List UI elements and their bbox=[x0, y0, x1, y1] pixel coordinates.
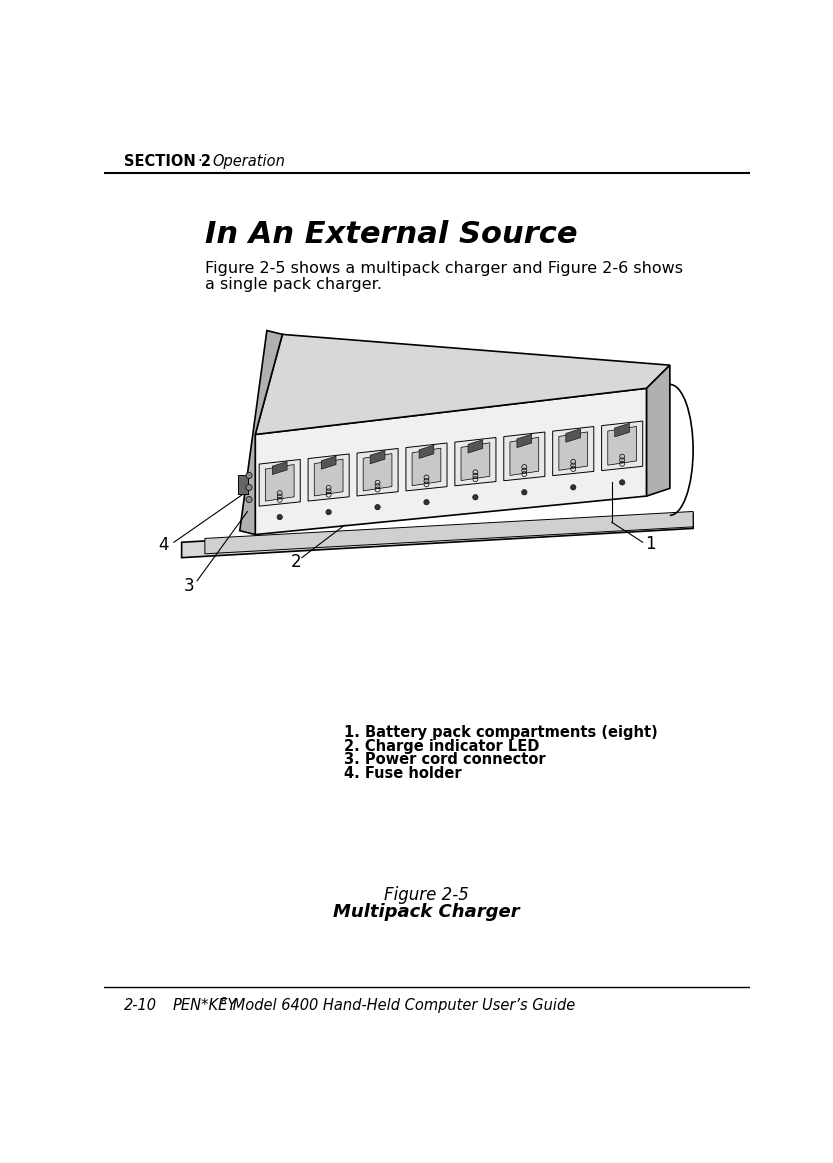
Circle shape bbox=[277, 514, 282, 520]
Polygon shape bbox=[255, 335, 670, 435]
Text: 2. Charge indicator LED: 2. Charge indicator LED bbox=[344, 739, 540, 754]
Polygon shape bbox=[552, 427, 594, 476]
Polygon shape bbox=[357, 449, 398, 495]
Circle shape bbox=[246, 485, 252, 491]
Polygon shape bbox=[608, 427, 636, 465]
Polygon shape bbox=[308, 454, 349, 501]
Polygon shape bbox=[615, 423, 630, 437]
Polygon shape bbox=[646, 365, 670, 497]
Text: 4: 4 bbox=[158, 536, 169, 555]
Polygon shape bbox=[205, 512, 693, 554]
Bar bbox=[238, 476, 247, 494]
Polygon shape bbox=[461, 443, 490, 480]
Text: Figure 2-5 shows a multipack charger and Figure 2-6 shows: Figure 2-5 shows a multipack charger and… bbox=[205, 262, 683, 277]
Text: Operation: Operation bbox=[212, 154, 286, 169]
Circle shape bbox=[326, 509, 332, 515]
Text: Figure 2-5: Figure 2-5 bbox=[384, 886, 469, 905]
Circle shape bbox=[375, 505, 381, 509]
Text: 3: 3 bbox=[184, 577, 195, 595]
Text: R: R bbox=[221, 998, 227, 1006]
Circle shape bbox=[521, 490, 527, 495]
Text: 2-10: 2-10 bbox=[123, 998, 157, 1013]
Text: Multipack Charger: Multipack Charger bbox=[333, 904, 520, 921]
Text: Model 6400 Hand-Held Computer User’s Guide: Model 6400 Hand-Held Computer User’s Gui… bbox=[228, 998, 576, 1013]
Polygon shape bbox=[406, 443, 447, 491]
Polygon shape bbox=[363, 454, 392, 491]
Polygon shape bbox=[419, 445, 434, 458]
Text: PEN*KEY: PEN*KEY bbox=[172, 998, 237, 1013]
Circle shape bbox=[571, 485, 576, 490]
Polygon shape bbox=[182, 513, 693, 558]
Text: ·: · bbox=[197, 154, 202, 169]
Polygon shape bbox=[314, 459, 343, 495]
Polygon shape bbox=[370, 450, 385, 464]
Polygon shape bbox=[601, 421, 643, 471]
Circle shape bbox=[246, 472, 252, 479]
Text: 1. Battery pack compartments (eight): 1. Battery pack compartments (eight) bbox=[344, 725, 658, 740]
Text: a single pack charger.: a single pack charger. bbox=[205, 277, 382, 292]
Polygon shape bbox=[566, 429, 581, 442]
Polygon shape bbox=[510, 437, 539, 476]
Polygon shape bbox=[259, 459, 300, 506]
Text: 2: 2 bbox=[291, 554, 302, 571]
Text: 3. Power cord connector: 3. Power cord connector bbox=[344, 752, 546, 768]
Polygon shape bbox=[559, 431, 587, 470]
Polygon shape bbox=[468, 440, 483, 454]
Circle shape bbox=[424, 500, 429, 505]
Circle shape bbox=[620, 479, 625, 485]
Polygon shape bbox=[255, 388, 646, 535]
Text: In An External Source: In An External Source bbox=[205, 221, 577, 249]
Circle shape bbox=[246, 497, 252, 502]
Circle shape bbox=[472, 494, 478, 500]
Text: SECTION 2: SECTION 2 bbox=[123, 154, 211, 169]
Text: 4. Fuse holder: 4. Fuse holder bbox=[344, 766, 462, 782]
Text: 1: 1 bbox=[645, 535, 656, 552]
Polygon shape bbox=[517, 434, 531, 448]
Polygon shape bbox=[272, 462, 287, 475]
Polygon shape bbox=[240, 330, 282, 535]
Polygon shape bbox=[412, 448, 441, 486]
Polygon shape bbox=[322, 456, 336, 469]
Polygon shape bbox=[504, 431, 545, 480]
Polygon shape bbox=[455, 437, 496, 486]
Polygon shape bbox=[266, 464, 294, 501]
